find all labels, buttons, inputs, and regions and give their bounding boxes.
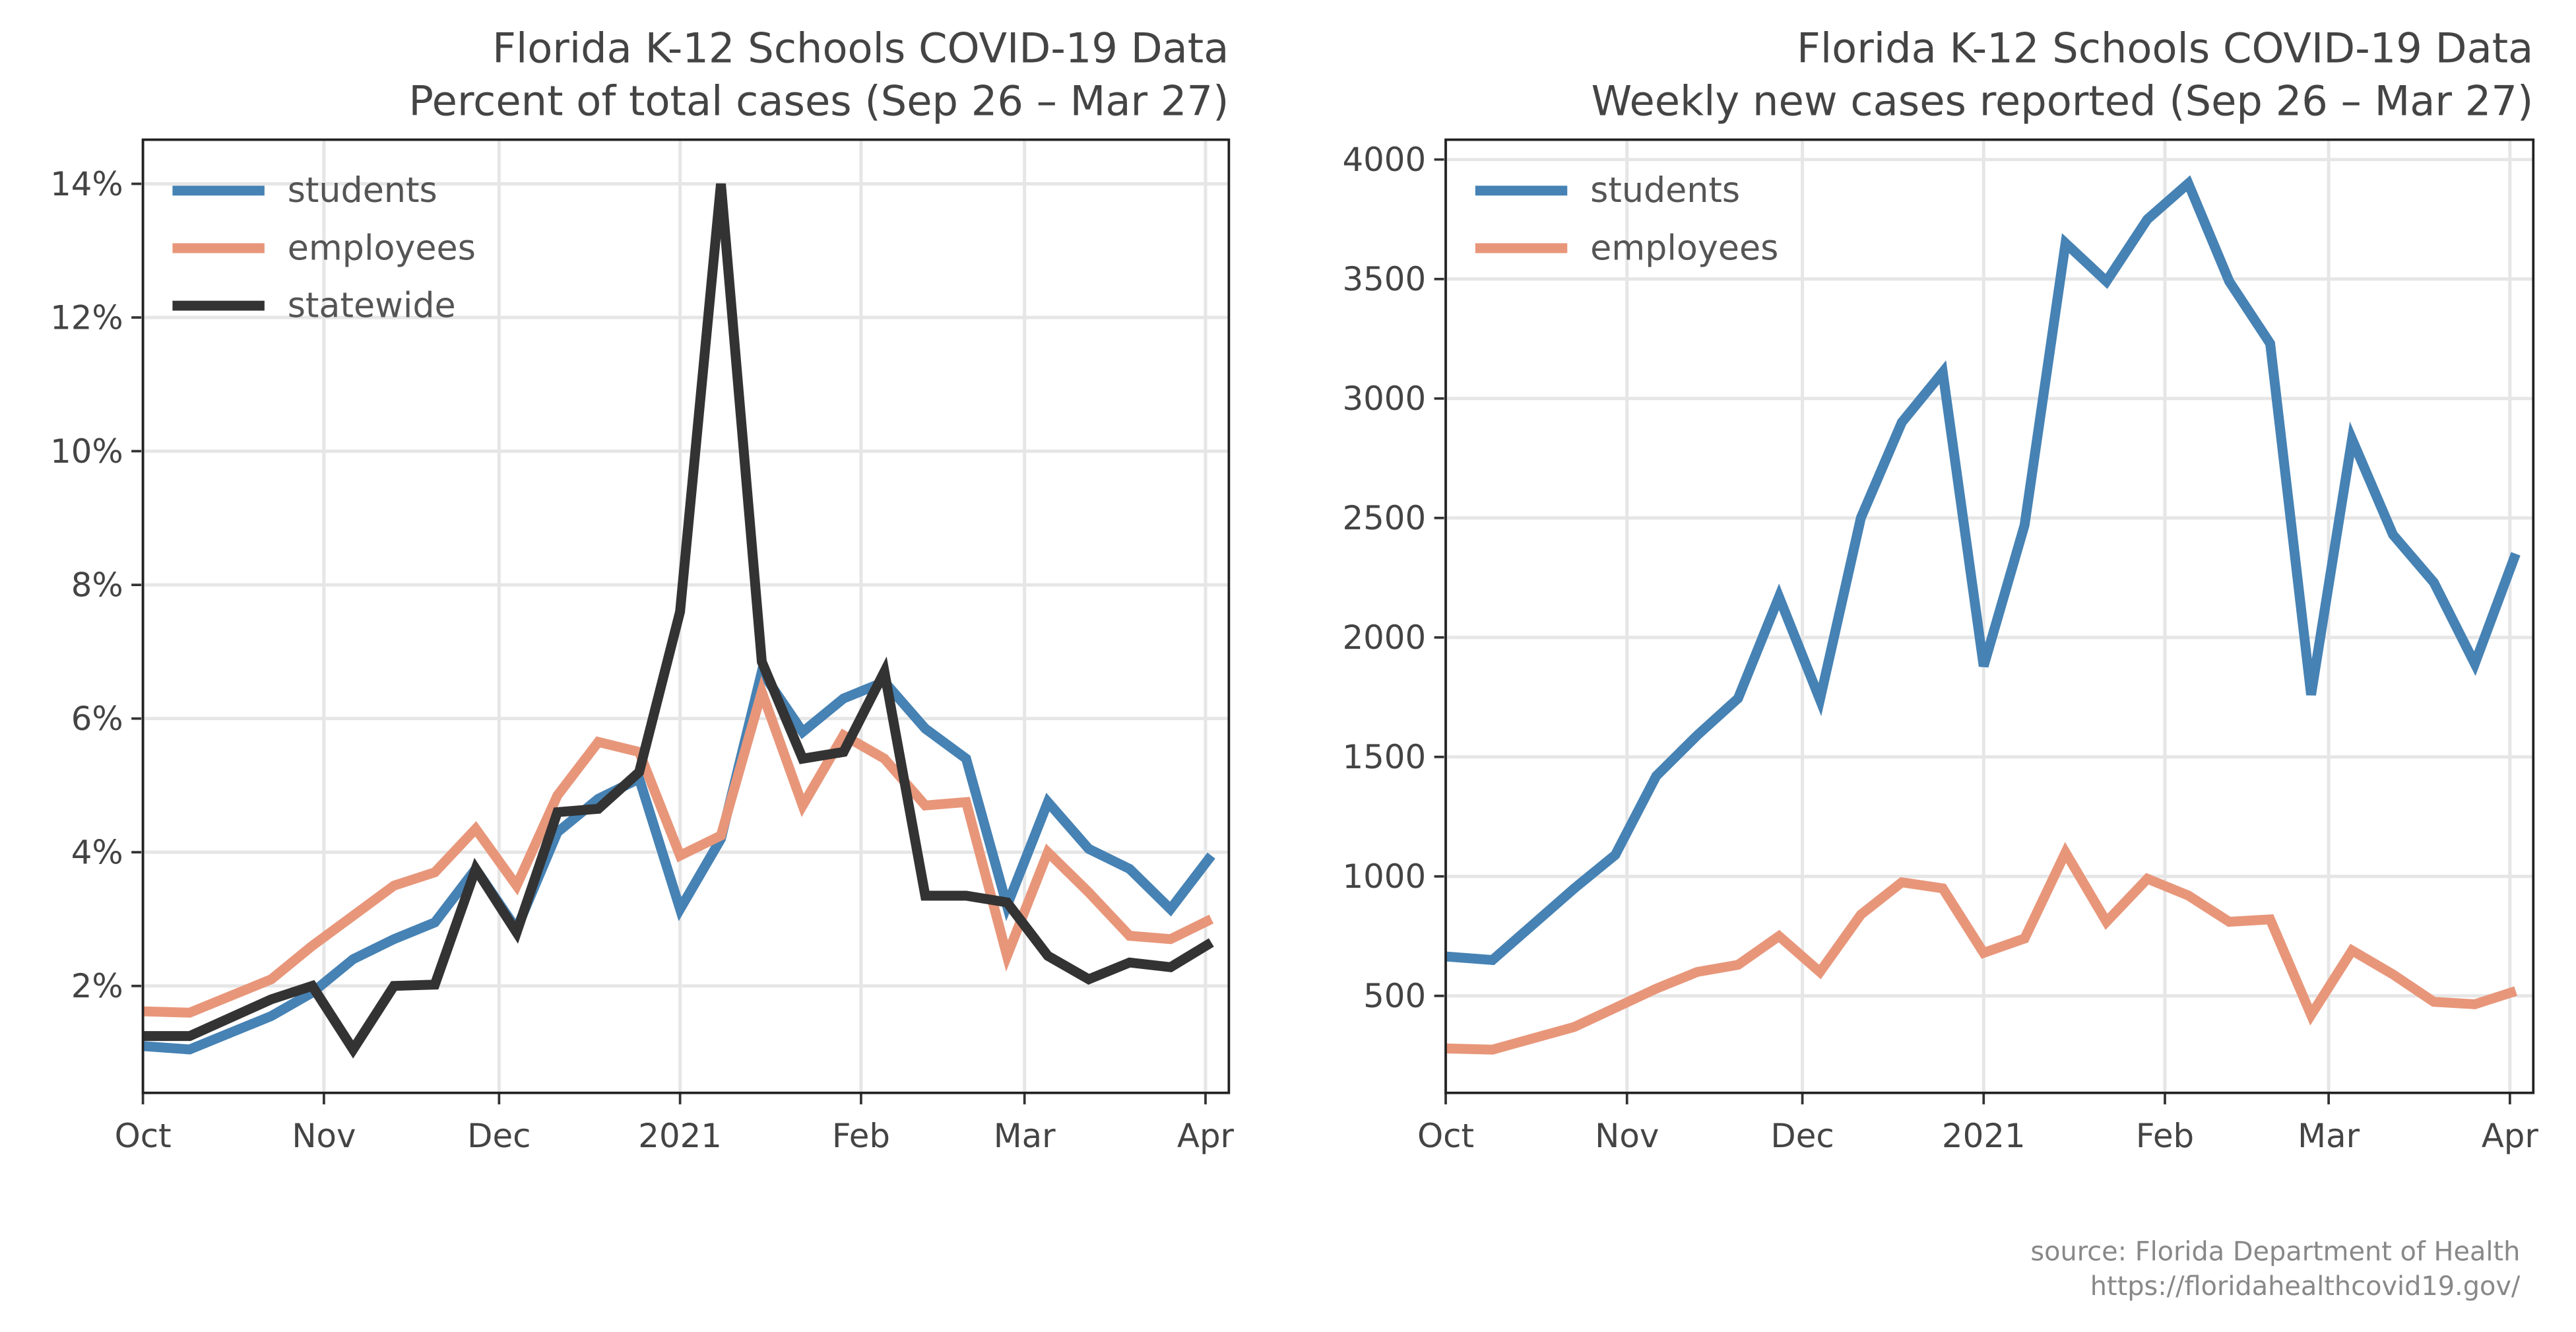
y-tick-label: 10%	[50, 432, 123, 471]
y-tick-label: 3000	[1342, 380, 1426, 418]
legend-label: students	[1590, 170, 1740, 211]
series-line	[1445, 842, 2517, 1055]
x-tick-label: 2021	[638, 1117, 722, 1155]
chart-title: Florida K-12 Schools COVID-19 Data	[1797, 24, 2533, 73]
y-tick-label: 3500	[1342, 260, 1426, 298]
y-tick-label: 1500	[1342, 738, 1426, 776]
y-tick-label: 1000	[1342, 857, 1426, 896]
x-tick-label: Nov	[1595, 1117, 1659, 1155]
x-tick-label: Nov	[292, 1117, 356, 1155]
chart-subtitle: Percent of total cases (Sep 26 – Mar 27)	[408, 77, 1229, 125]
x-tick-label: 2021	[1942, 1117, 2026, 1155]
series-line	[143, 675, 1214, 1018]
series-line	[143, 183, 1214, 1059]
series-line	[143, 659, 1215, 1055]
x-tick-label: Dec	[1770, 1117, 1834, 1155]
y-tick-label: 4000	[1342, 141, 1426, 179]
x-tick-label: Mar	[994, 1117, 1056, 1155]
y-tick-label: 6%	[71, 700, 123, 738]
plot-frame	[141, 138, 1231, 1094]
y-tick-label: 14%	[50, 165, 123, 203]
y-tick-label: 12%	[50, 298, 123, 337]
y-tick-label: 500	[1363, 977, 1426, 1015]
legend-label: employees	[1590, 228, 1778, 268]
x-tick-label: Feb	[2136, 1117, 2194, 1155]
legend-label: students	[288, 170, 437, 211]
source-text: source: Florida Department of Health	[2030, 1237, 2520, 1267]
x-tick-label: Oct	[115, 1117, 172, 1155]
chart-subtitle: Weekly new cases reported (Sep 26 – Mar …	[1592, 77, 2534, 125]
y-tick-label: 2000	[1342, 618, 1426, 657]
y-tick-label: 2500	[1342, 499, 1426, 537]
x-tick-label: Dec	[467, 1117, 531, 1155]
x-tick-label: Apr	[2482, 1117, 2539, 1155]
x-tick-label: Oct	[1417, 1117, 1474, 1155]
y-tick-label: 2%	[71, 967, 123, 1005]
y-tick-label: 4%	[71, 834, 123, 872]
plot-frame	[1444, 138, 2535, 1094]
legend-label: statewide	[288, 286, 456, 326]
legend-label: employees	[288, 228, 476, 268]
x-tick-label: Apr	[1177, 1117, 1235, 1155]
x-tick-label: Feb	[832, 1117, 890, 1155]
chart-title: Florida K-12 Schools COVID-19 Data	[492, 24, 1229, 73]
source-url: https://floridahealthcovid19.gov/	[2090, 1271, 2521, 1302]
series-line	[1445, 175, 2521, 966]
x-tick-label: Mar	[2298, 1117, 2360, 1155]
y-tick-label: 8%	[71, 566, 123, 605]
